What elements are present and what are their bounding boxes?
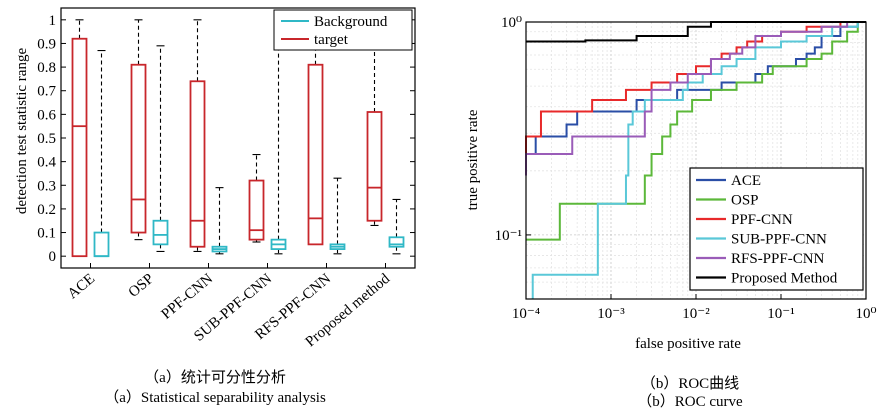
target-box [71, 37, 88, 258]
roc-curve-proposed-method [526, 21, 866, 43]
legend-label: Proposed Method [731, 271, 838, 287]
roc-chart: 10⁻⁴ 10⁻³ 10⁻² 10⁻¹ 10⁰ 10⁻¹ 10⁰ false positi… [465, 15, 877, 352]
boxplot-series [71, 19, 405, 258]
x-tick-label: ACE [65, 271, 98, 303]
roc-x-axis-label: false positive rate [635, 336, 741, 352]
roc-legend: ACE OSP PPF-CNN SUB-PPF-CNN RFS-PPF-CNN Propo… [689, 167, 864, 291]
x-tick-label: 10⁻² [682, 306, 710, 322]
y-tick-label: 0.6 [37, 107, 56, 123]
x-tick-label: 10⁰ [855, 306, 876, 322]
y-tick-label: 0.2 [37, 202, 56, 218]
y-tick-label: 0.4 [37, 155, 56, 171]
boxplot-y-axis: 0 0.1 0.2 0.3 0.4 0.5 0.6 0.7 0.8 0.9 1 [37, 13, 415, 265]
background-box [388, 236, 405, 248]
y-tick-label: 10⁰ [501, 15, 522, 31]
target-box [248, 179, 265, 241]
y-tick-label: 0.5 [37, 131, 56, 147]
roc-x-axis: 10⁻⁴ 10⁻³ 10⁻² 10⁻¹ 10⁰ [512, 294, 877, 322]
y-tick-label: 10⁻¹ [495, 228, 522, 244]
legend-label: PPF-CNN [731, 212, 793, 228]
legend-target-label: target [314, 32, 349, 48]
target-box [307, 63, 324, 246]
legend-box [273, 9, 413, 51]
boxplot-x-axis: ACE OSP PPF-CNNSUB-PPF-CNNRFS-PPF-CNNPropo… [65, 263, 393, 350]
boxplot-y-axis-label: detection test statistic range [14, 48, 30, 215]
legend-label: OSP [731, 193, 759, 209]
roc-series [525, 21, 866, 299]
boxplot-chart: 0 0.1 0.2 0.3 0.4 0.5 0.6 0.7 0.8 0.9 1 ACE OSP PPF-… [14, 7, 416, 350]
roc-y-axis-label: true positive rate [465, 109, 481, 210]
legend-label: ACE [731, 173, 761, 189]
y-tick-label: 1 [49, 13, 57, 29]
y-tick-label: 0.8 [37, 60, 56, 76]
legend-label: SUB-PPF-CNN [731, 232, 827, 248]
y-tick-label: 0 [49, 249, 57, 265]
target-box [130, 63, 147, 234]
roc-y-axis: 10⁻¹ 10⁰ [495, 15, 531, 244]
roc-legend-box [689, 167, 864, 291]
x-tick-label: PPF-CNN [159, 271, 217, 323]
target-box [189, 80, 206, 248]
legend-label: RFS-PPF-CNN [731, 251, 825, 267]
roc-curve-rfs-ppf-cnn [525, 21, 866, 176]
x-tick-label: OSP [126, 271, 157, 301]
caption-a-chinese: （a）统计可分性分析 [144, 370, 286, 386]
roc-curve-osp [526, 21, 866, 241]
background-box [93, 231, 110, 258]
y-tick-label: 0.1 [37, 226, 56, 242]
y-tick-label: 0.7 [37, 84, 56, 100]
background-box [152, 219, 169, 246]
x-tick-label: 10⁻¹ [767, 306, 794, 322]
caption-a-english: （a）Statistical separability analysis [104, 390, 326, 406]
caption-b-chinese: （b）ROC曲线 [640, 376, 740, 392]
legend-background-label: Background [314, 14, 388, 30]
boxplot-legend: Background target [273, 9, 413, 51]
x-tick-label: 10⁻⁴ [512, 306, 540, 322]
y-tick-label: 0.3 [37, 178, 56, 194]
caption-b-english: （b）ROC curve [637, 394, 743, 410]
roc-curve-sub-ppf-cnn [531, 21, 866, 299]
y-tick-label: 0.9 [37, 36, 56, 52]
x-tick-label: 10⁻³ [597, 306, 625, 322]
target-box [366, 111, 383, 222]
